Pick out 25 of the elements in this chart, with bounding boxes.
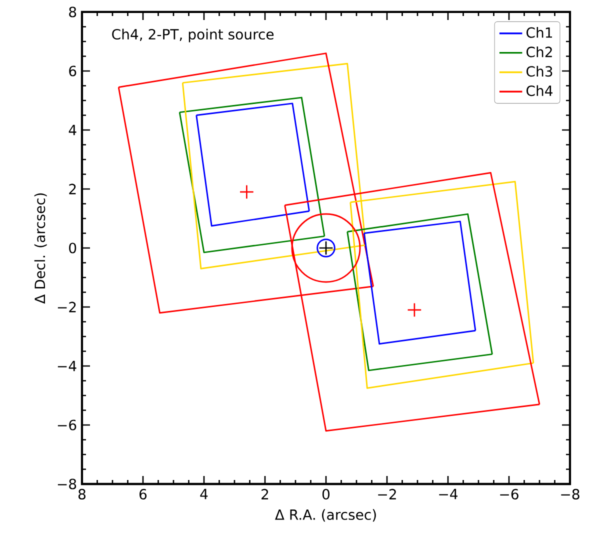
y-tick-label: 4 xyxy=(68,124,76,136)
x-tick-label: −6 xyxy=(500,488,518,500)
annotation: Ch4, 2-PT, point source xyxy=(112,28,274,42)
x-tick-label: 0 xyxy=(322,488,330,500)
legend-label: Ch4 xyxy=(526,85,552,96)
legend-label: Ch1 xyxy=(526,27,552,38)
y-tick-label: 6 xyxy=(69,66,76,76)
x-tick-label: −2 xyxy=(378,488,396,500)
x-tick-label: 2 xyxy=(262,488,268,500)
y-tick-label: 2 xyxy=(69,184,76,194)
y-tick-label: 8 xyxy=(69,6,76,18)
y-tick-label: −6 xyxy=(58,420,76,430)
y-axis-title: Δ Decl. (arcsec) xyxy=(34,193,47,304)
x-tick-label: 4 xyxy=(200,488,208,500)
legend-label: Ch2 xyxy=(526,46,552,58)
x-axis-title: Δ R.A. (arcsec) xyxy=(275,509,376,522)
x-tick-label: −8 xyxy=(561,488,580,500)
y-tick-label: −4 xyxy=(58,360,76,372)
y-tick-label: 0 xyxy=(69,242,76,254)
y-tick-label: −8 xyxy=(58,478,76,490)
x-tick-label: −4 xyxy=(439,488,458,500)
legend-label: Ch3 xyxy=(526,66,552,77)
x-tick-label: 6 xyxy=(140,488,147,500)
y-tick-label: −2 xyxy=(58,302,76,312)
x-tick-label: 8 xyxy=(78,488,86,500)
